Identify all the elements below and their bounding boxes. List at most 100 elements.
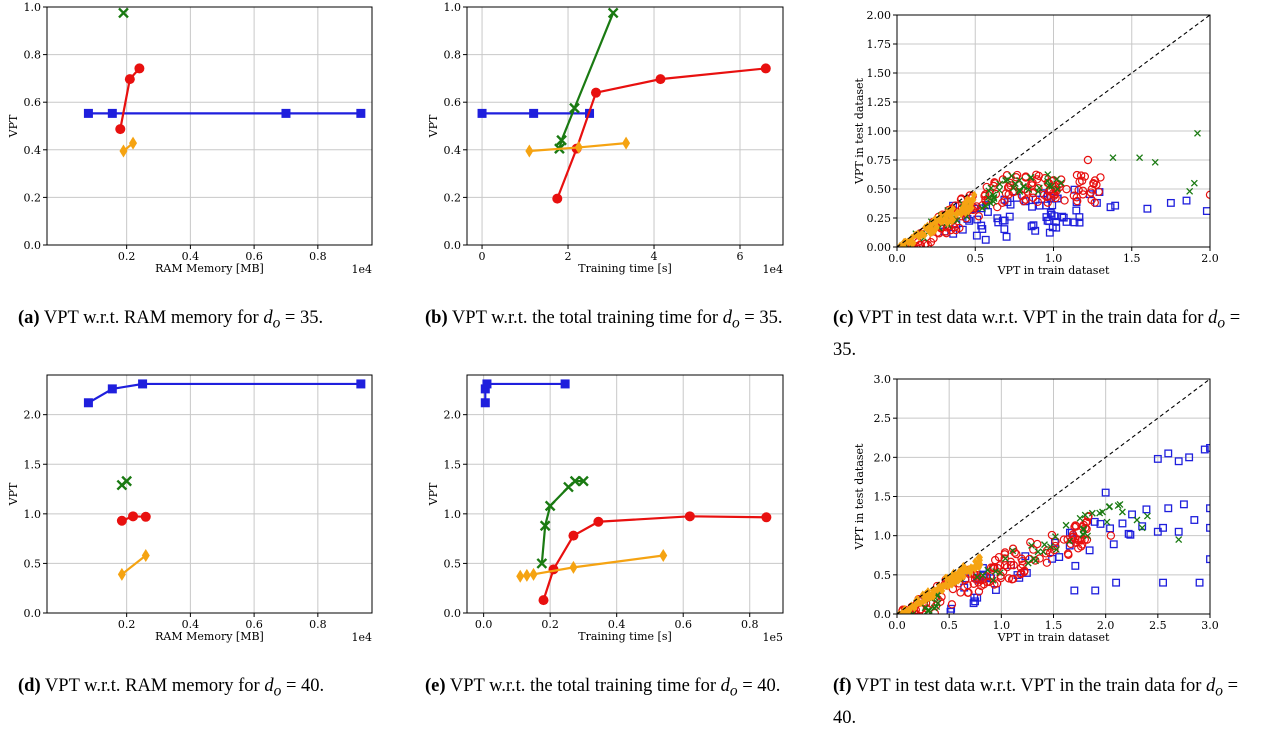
y-axis-label: VPT (7, 482, 20, 506)
series-line-red (542, 515, 767, 601)
scatter-point-blue (1091, 586, 1100, 595)
data-point-red (684, 511, 695, 522)
scatter-point-red (1045, 548, 1055, 558)
scatter-point-orange (955, 576, 962, 585)
scatter-point-green (1016, 176, 1023, 184)
scatter-point-red (1000, 554, 1009, 563)
scatter-point-red (1080, 172, 1090, 181)
scatter-point-blue (1106, 524, 1115, 533)
scatter-point-green (1194, 129, 1201, 137)
caption-b: (b) VPT w.r.t. the total training time f… (425, 308, 783, 332)
scatter-point-green (973, 573, 981, 581)
data-point-red (568, 530, 579, 541)
scatter-point-green (1118, 508, 1126, 516)
x-tick-label: 2 (565, 250, 572, 263)
scatter-point-blue (1106, 203, 1115, 212)
scatter-point-blue (1075, 218, 1084, 227)
x-tick-label: 2.0 (1201, 252, 1219, 265)
y-tick-label: 1.75 (867, 38, 892, 51)
scatter-point-green (1062, 521, 1070, 529)
x-tick-label: 0.5 (967, 252, 985, 265)
scatter-point-orange (964, 204, 971, 213)
series-line-green (558, 12, 615, 149)
scatter-point-red (956, 588, 965, 597)
scatter-point-red (1008, 544, 1018, 553)
series-line-orange (121, 554, 147, 576)
y-tick-label: 1.0 (874, 530, 892, 543)
scatter-point-blue (1070, 218, 1079, 227)
plot-area (83, 379, 366, 581)
scatter-point-red (1080, 535, 1090, 544)
data-point-green (578, 475, 589, 487)
scatter-point-red (1083, 155, 1093, 165)
y-tick-label: 0.8 (24, 49, 42, 62)
scatter-point-blue (1070, 586, 1079, 595)
scatter-point-red (1028, 193, 1038, 202)
y-tick-label: 0.2 (444, 191, 462, 204)
scatter-point-green (1028, 541, 1035, 549)
scatter-point-red (963, 580, 972, 590)
scatter-point-green (1081, 511, 1089, 519)
scatter-point-orange (944, 216, 951, 225)
scatter-point-blue (1072, 206, 1081, 215)
chart-c: 0.0 0.5 1.0 1.5 2.0 0.00 0.25 0.50 0.75 1.00 1.25 1… (853, 9, 1219, 277)
scatter-point-blue (1111, 201, 1120, 210)
y-tick-label: 1.0 (444, 1, 462, 14)
x-tick-label: 0.6 (245, 250, 263, 263)
scatter-point-red (1072, 522, 1081, 531)
plot-area (83, 7, 366, 158)
x-tick-label: 0.6 (245, 618, 263, 631)
data-point-orange (129, 136, 138, 150)
scatter-point-green (924, 607, 932, 614)
scatter-point-orange (903, 608, 910, 614)
scatter-point-green (1103, 518, 1111, 526)
scatter-point-blue (1048, 223, 1057, 232)
scatter-point-blue (981, 235, 990, 244)
plot-frame (46, 374, 373, 614)
plot-frame (466, 374, 784, 614)
scatter-point-green (1088, 509, 1096, 517)
y-tick-label: 0.75 (867, 154, 892, 167)
scatter-point-green (1052, 546, 1060, 554)
x-axis-label: RAM Memory [MB] (155, 262, 264, 275)
scatter-point-orange (965, 565, 972, 574)
data-point-red (760, 63, 771, 74)
y-tick-label: 1.5 (444, 458, 462, 471)
data-point-blue (480, 384, 490, 394)
scatter-point-green (979, 571, 987, 579)
scatter-point-blue (1124, 529, 1133, 538)
data-point-orange (117, 567, 126, 581)
scatter-point-green (982, 202, 990, 210)
scatter-point-blue (1071, 561, 1080, 570)
scatter-point-orange (975, 553, 982, 562)
scatter-point-green (1051, 533, 1059, 541)
data-point-orange (574, 140, 583, 154)
scatter-point-blue (1096, 519, 1105, 528)
scatter-point-orange (943, 211, 950, 220)
y-tick-label: 2.0 (24, 409, 42, 422)
data-point-blue (83, 108, 93, 118)
scatter-point-red (1083, 512, 1093, 522)
scatter-point-blue (994, 218, 1003, 227)
scatter-point-blue (1090, 517, 1099, 526)
x-tick-label: 2.5 (1149, 619, 1167, 632)
scatter-point-blue (1118, 519, 1127, 528)
scatter-point-red (1060, 196, 1069, 205)
scatter-point-red (1068, 532, 1078, 541)
caption-d: (d) VPT w.r.t. RAM memory for do = 40. (18, 676, 325, 700)
scatter-point-blue (1002, 232, 1011, 241)
scatter-point-red (1092, 180, 1101, 189)
data-point-green (121, 475, 133, 487)
y-tick-label: 2.00 (867, 9, 892, 22)
data-point-orange (522, 568, 531, 582)
scatter-point-green (989, 191, 997, 199)
scatter-point-blue (1174, 527, 1183, 536)
scatter-point-green (1054, 185, 1061, 193)
scatter-point-blue (1112, 578, 1121, 587)
y-axis-label: VPT in test dataset (853, 77, 866, 185)
identity-diagonal (896, 14, 1211, 248)
x-axis-multiplier: 1e4 (351, 263, 372, 276)
scatter-point-green (1034, 548, 1042, 556)
x-axis-multiplier: 1e4 (351, 631, 372, 644)
